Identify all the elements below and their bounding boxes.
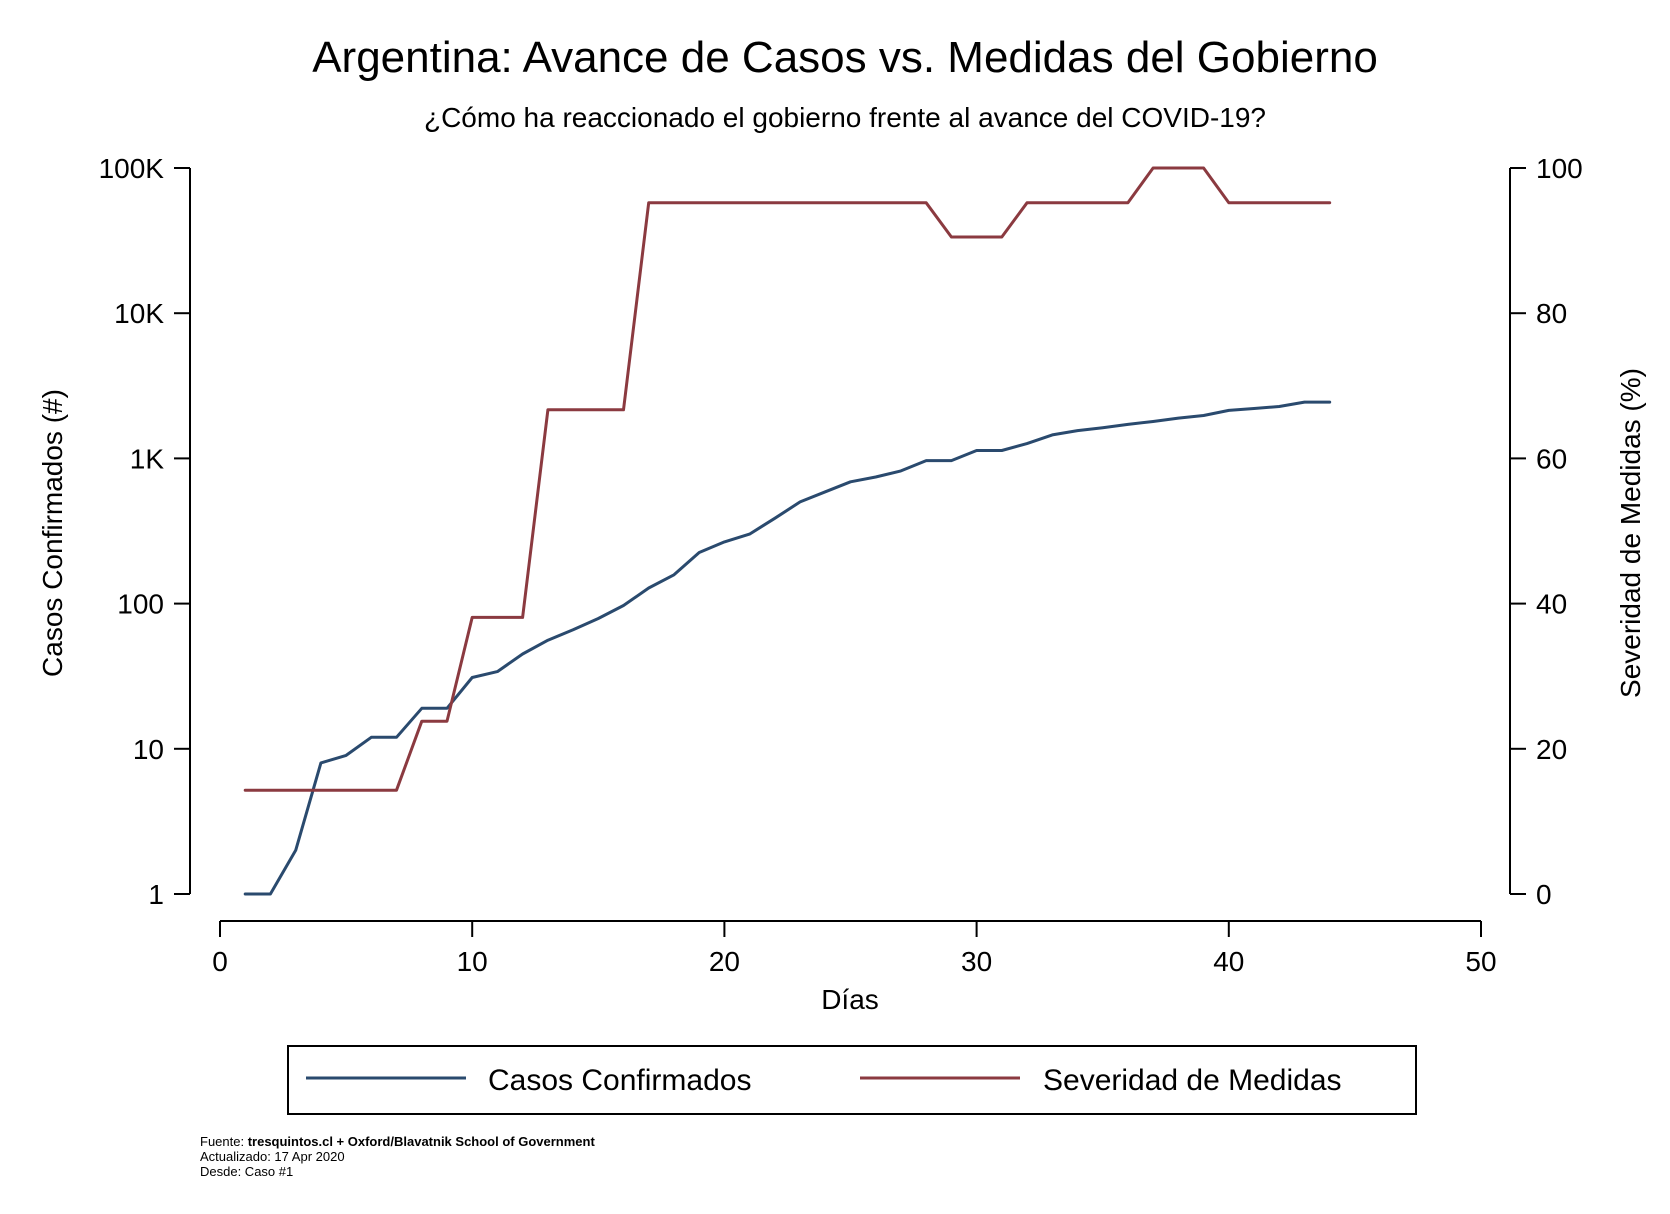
right-tick-label: 60 — [1536, 443, 1567, 474]
right-tick-label: 20 — [1536, 734, 1567, 765]
left-tick-label: 10 — [133, 734, 164, 765]
x-tick-label: 0 — [212, 946, 228, 977]
legend-label-casos: Casos Confirmados — [488, 1064, 751, 1097]
x-axis-label: Días — [821, 984, 879, 1015]
x-tick-label: 50 — [1465, 946, 1496, 977]
x-tick-label: 10 — [457, 946, 488, 977]
source-label: Fuente: — [200, 1134, 248, 1149]
left-tick-label: 10K — [114, 298, 164, 329]
updated-note: Actualizado: 17 Apr 2020 — [200, 1149, 345, 1164]
left-y-axis: 1 10 100 1K 10K 100K — [99, 153, 191, 910]
left-tick-label: 100K — [99, 153, 165, 184]
right-tick-label: 40 — [1536, 589, 1567, 620]
series-line-severidad-de-medidas — [243, 166, 1332, 792]
legend-label-severidad: Severidad de Medidas — [1043, 1064, 1342, 1097]
right-y-axis-label: Severidad de Medidas (%) — [1615, 368, 1646, 698]
right-tick-label: 100 — [1536, 153, 1583, 184]
left-tick-label: 100 — [117, 589, 164, 620]
series-line-casos-confirmados — [243, 400, 1332, 896]
legend: Casos Confirmados Severidad de Medidas — [287, 1045, 1417, 1115]
series-layer — [243, 166, 1332, 896]
source-value: tresquintos.cl + Oxford/Blavatnik School… — [247, 1134, 595, 1149]
right-tick-label: 0 — [1536, 879, 1552, 910]
x-axis: 0 10 20 30 40 50 — [212, 920, 1497, 977]
right-y-axis: 0 20 40 60 80 100 — [1509, 153, 1583, 910]
chart-title: Argentina: Avance de Casos vs. Medidas d… — [312, 33, 1378, 82]
x-tick-label: 20 — [709, 946, 740, 977]
left-tick-label: 1 — [148, 879, 164, 910]
since-note: Desde: Caso #1 — [200, 1164, 294, 1179]
legend-box — [287, 1045, 1417, 1115]
source-note: Fuente: tresquintos.cl + Oxford/Blavatni… — [200, 1134, 595, 1149]
right-tick-label: 80 — [1536, 298, 1567, 329]
left-y-axis-label: Casos Confirmados (#) — [37, 389, 68, 677]
left-tick-label: 1K — [130, 443, 165, 474]
x-tick-label: 30 — [961, 946, 992, 977]
chart-subtitle: ¿Cómo ha reaccionado el gobierno frente … — [424, 102, 1266, 133]
x-tick-label: 40 — [1213, 946, 1244, 977]
